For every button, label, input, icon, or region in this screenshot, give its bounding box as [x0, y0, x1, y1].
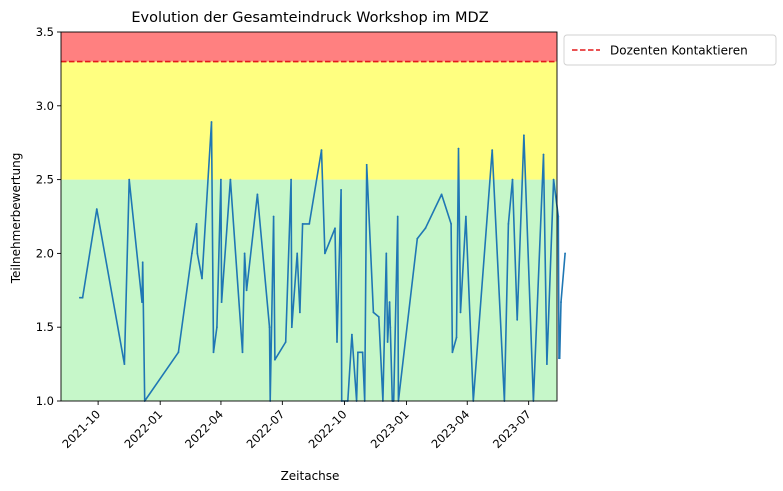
x-axis: 2021-10 2022-01 2022-04 2022-07 2022-10 2023-… — [59, 401, 534, 451]
x-tick-label: 2023-04 — [428, 407, 472, 451]
data-point-61 — [450, 223, 452, 225]
data-point-9 — [191, 252, 193, 255]
legend: Dozenten Kontaktieren — [563, 34, 777, 66]
data-point-27 — [284, 341, 287, 343]
data-point-35 — [324, 252, 326, 255]
data-point-72 — [516, 318, 519, 321]
data-point-62 — [451, 351, 454, 354]
data-point-66 — [465, 215, 467, 218]
data-point-73 — [523, 134, 525, 137]
data-point-37 — [336, 341, 338, 343]
x-tick-label: 2023-07 — [490, 407, 534, 451]
data-point-34 — [320, 149, 323, 152]
x-tick-label: 2021-10 — [59, 407, 103, 451]
data-point-80 — [558, 357, 561, 360]
data-point-64 — [457, 147, 460, 150]
data-point-32 — [301, 223, 304, 225]
data-point-36 — [334, 227, 336, 230]
data-point-15 — [216, 326, 218, 329]
data-point-6 — [141, 261, 144, 264]
y-tick-label: 2.0 — [36, 246, 54, 260]
x-axis-label: Zeitachse — [281, 469, 340, 483]
data-point-82 — [564, 252, 566, 255]
y-tick-label: 3.0 — [36, 99, 54, 113]
data-point-19 — [241, 351, 244, 354]
data-point-26 — [274, 358, 276, 361]
data-point-41 — [351, 333, 353, 336]
data-point-17 — [220, 301, 223, 303]
data-point-21 — [245, 289, 248, 292]
data-point-5 — [141, 301, 143, 303]
band-1 — [61, 61, 557, 180]
data-point-23 — [268, 326, 271, 329]
x-tick-label: 2023-01 — [368, 407, 412, 451]
data-point-77 — [552, 178, 555, 181]
x-tick-label: 2022-10 — [306, 407, 350, 451]
x-tick-label: 2022-04 — [182, 407, 226, 451]
band-2 — [61, 32, 557, 62]
data-point-25 — [272, 215, 275, 218]
data-point-47 — [372, 311, 375, 314]
data-point-76 — [546, 363, 548, 365]
data-point-68 — [491, 149, 494, 152]
plot-frame — [60, 31, 558, 402]
x-tick-label: 2022-01 — [121, 407, 165, 451]
data-point-4 — [128, 178, 131, 181]
y-tick-label: 3.5 — [36, 25, 54, 39]
data-point-51 — [386, 341, 389, 343]
data-point-10 — [195, 223, 198, 225]
data-point-78 — [557, 215, 560, 218]
data-point-18 — [229, 178, 232, 181]
data-point-56 — [396, 215, 399, 218]
data-point-46 — [365, 163, 368, 166]
data-point-53 — [389, 326, 392, 329]
data-point-29 — [290, 326, 293, 329]
data-point-58 — [416, 237, 419, 240]
data-point-14 — [212, 351, 215, 354]
band-0 — [61, 179, 557, 401]
data-point-12 — [201, 277, 203, 280]
data-point-70 — [507, 223, 510, 225]
y-axis-label: Teilnehmerbewertung — [9, 153, 23, 285]
x-tick-label: 2022-07 — [244, 407, 288, 451]
y-tick-label: 2.5 — [36, 173, 54, 187]
data-point-2 — [95, 208, 98, 211]
data-point-16 — [220, 178, 222, 181]
data-point-43 — [357, 351, 359, 354]
y-axis: 1.0 1.5 2.0 2.5 3.0 3.5 — [36, 25, 61, 408]
data-point-65 — [459, 311, 462, 314]
series-layer — [79, 121, 566, 402]
data-point-75 — [542, 153, 545, 156]
y-tick-label: 1.5 — [36, 320, 54, 334]
data-point-60 — [440, 193, 443, 196]
data-point-31 — [299, 311, 301, 314]
data-point-28 — [290, 178, 292, 181]
data-point-63 — [455, 336, 458, 339]
data-point-52 — [388, 301, 391, 303]
data-point-8 — [177, 351, 180, 354]
data-point-13 — [210, 121, 213, 123]
chart-title: Evolution der Gesamteindruck Workshop im… — [131, 10, 488, 26]
data-point-44 — [361, 351, 364, 354]
legend-label-dozenten-kontaktieren: Dozenten Kontaktieren — [610, 44, 748, 58]
data-point-71 — [511, 178, 514, 181]
data-point-22 — [256, 193, 259, 196]
data-point-30 — [296, 252, 299, 255]
y-tick-label: 1.0 — [36, 394, 54, 408]
data-point-3 — [123, 363, 126, 365]
data-point-33 — [308, 223, 311, 225]
data-point-81 — [560, 301, 562, 303]
data-point-50 — [385, 252, 388, 255]
data-point-11 — [196, 252, 199, 255]
data-point-38 — [340, 189, 342, 191]
data-point-48 — [377, 316, 380, 318]
data-point-0 — [79, 296, 81, 299]
rating-bands — [61, 32, 557, 401]
data-point-59 — [424, 227, 427, 230]
data-point-1 — [81, 296, 84, 299]
data-point-20 — [243, 252, 246, 255]
